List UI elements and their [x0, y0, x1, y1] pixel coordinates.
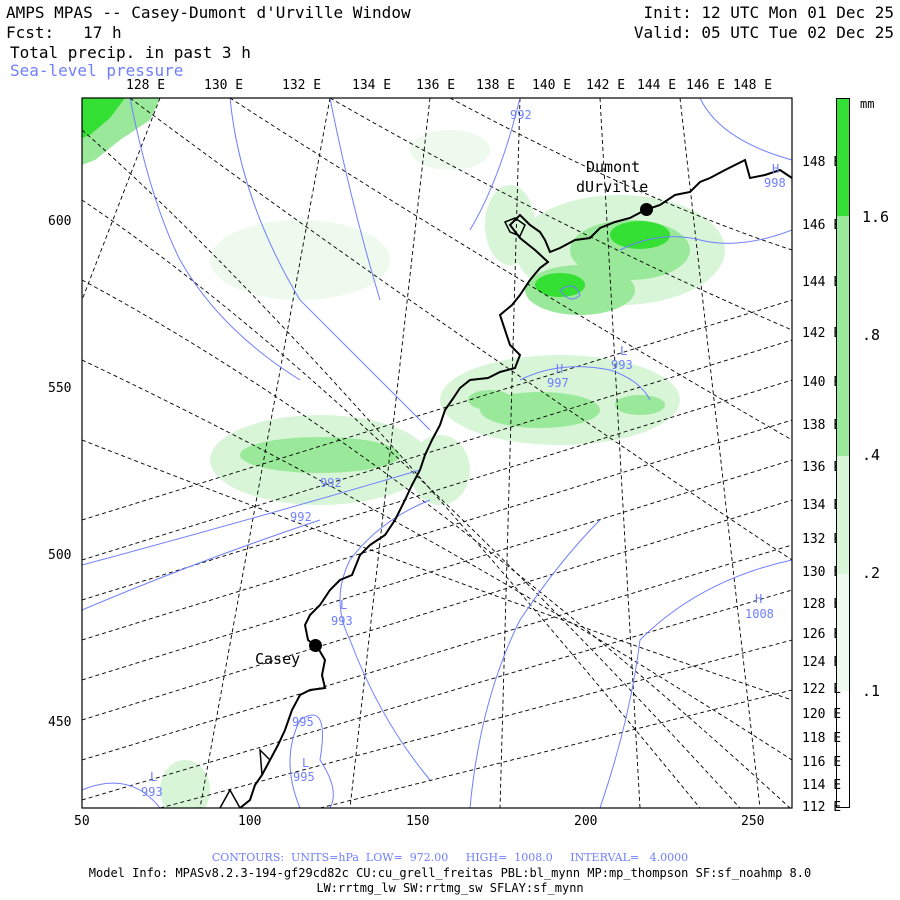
map-title: AMPS MPAS -- Casey-Dumont d'Urville Wind…: [6, 3, 411, 22]
pressure-label: 992: [290, 510, 312, 524]
station-label-casey: Casey: [255, 650, 301, 668]
lon-label-top: 146 E: [686, 78, 726, 93]
pressure-label: 998: [764, 176, 786, 190]
pressure-label: L: [302, 756, 310, 770]
station-label-dumont: Dumont: [586, 158, 641, 176]
lon-label-right: 120 E: [802, 707, 842, 722]
y-tick-label: 450: [48, 715, 72, 730]
pressure-label: 993: [611, 358, 633, 372]
pressure-label: L: [620, 344, 628, 358]
lon-label-top: 138 E: [476, 78, 516, 93]
lon-label-top: 148 E: [733, 78, 773, 93]
pressure-label: 993: [331, 614, 353, 628]
colorbar: [836, 98, 850, 808]
pressure-contours: [82, 98, 792, 808]
y-tick-label: 500: [48, 548, 72, 563]
contour-info: CONTOURS: UNITS=hPa LOW= 972.00 HIGH= 10…: [211, 851, 689, 864]
station-marker-casey: [309, 639, 322, 652]
lon-label-top: 140 E: [532, 78, 572, 93]
latlon-grid: [82, 98, 792, 808]
pressure-label: 992: [510, 108, 532, 122]
pressure-label: 997: [547, 376, 569, 390]
colorbar-unit: mm: [860, 97, 875, 111]
x-tick-label: 50: [74, 814, 90, 829]
pressure-label: 993: [141, 785, 163, 799]
pressure-label: H: [772, 162, 780, 176]
forecast-hour: Fcst: 17 h: [6, 23, 122, 42]
pressure-label: 995: [293, 770, 315, 784]
pressure-label: L: [150, 770, 158, 784]
overlay-label: Sea-level pressure: [10, 61, 184, 80]
lon-label-top: 144 E: [637, 78, 677, 93]
x-tick-label: 100: [238, 814, 262, 829]
lon-label-right: 114 E: [802, 778, 842, 793]
colorbar-label: 1.6: [862, 208, 890, 226]
pressure-label: H: [556, 362, 564, 376]
pressure-label: 1008: [745, 607, 774, 621]
pressure-label: L: [340, 598, 348, 612]
colorbar-label: .2: [862, 564, 881, 582]
pressure-label: H: [755, 592, 763, 606]
lon-label-top: 134 E: [352, 78, 392, 93]
x-tick-label: 200: [574, 814, 598, 829]
valid-time: Valid: 05 UTC Tue 02 Dec 25: [633, 23, 894, 42]
lon-label-top: 132 E: [282, 78, 322, 93]
init-time: Init: 12 UTC Mon 01 Dec 25: [643, 3, 894, 22]
y-tick-label: 550: [48, 381, 72, 396]
pressure-label: 995: [292, 715, 314, 729]
lon-label-top: 142 E: [586, 78, 626, 93]
pressure-label: 992: [320, 476, 342, 490]
model-info-2: LW:rrtmg_lw SW:rrtmg_sw SFLAY:sf_mynn: [316, 881, 584, 895]
model-info: Model Info: MPASv8.2.3-194-gf29cd82c CU:…: [88, 866, 812, 880]
lon-label-top: 130 E: [204, 78, 244, 93]
lon-label-top: 136 E: [416, 78, 456, 93]
lon-label-top: 128 E: [126, 78, 166, 93]
colorbar-label: .1: [862, 682, 881, 700]
colorbar-label: .8: [862, 326, 881, 344]
x-tick-label: 250: [741, 814, 765, 829]
lon-label-right: 118 E: [802, 731, 842, 746]
station-marker-dumont: [640, 203, 653, 216]
x-tick-label: 150: [406, 814, 430, 829]
station-label-durville: dUrville: [576, 178, 649, 196]
colorbar-label: .4: [862, 446, 881, 464]
lon-label-right: 116 E: [802, 755, 842, 770]
y-tick-label: 600: [48, 214, 72, 229]
field-label: Total precip. in past 3 h: [10, 43, 251, 62]
